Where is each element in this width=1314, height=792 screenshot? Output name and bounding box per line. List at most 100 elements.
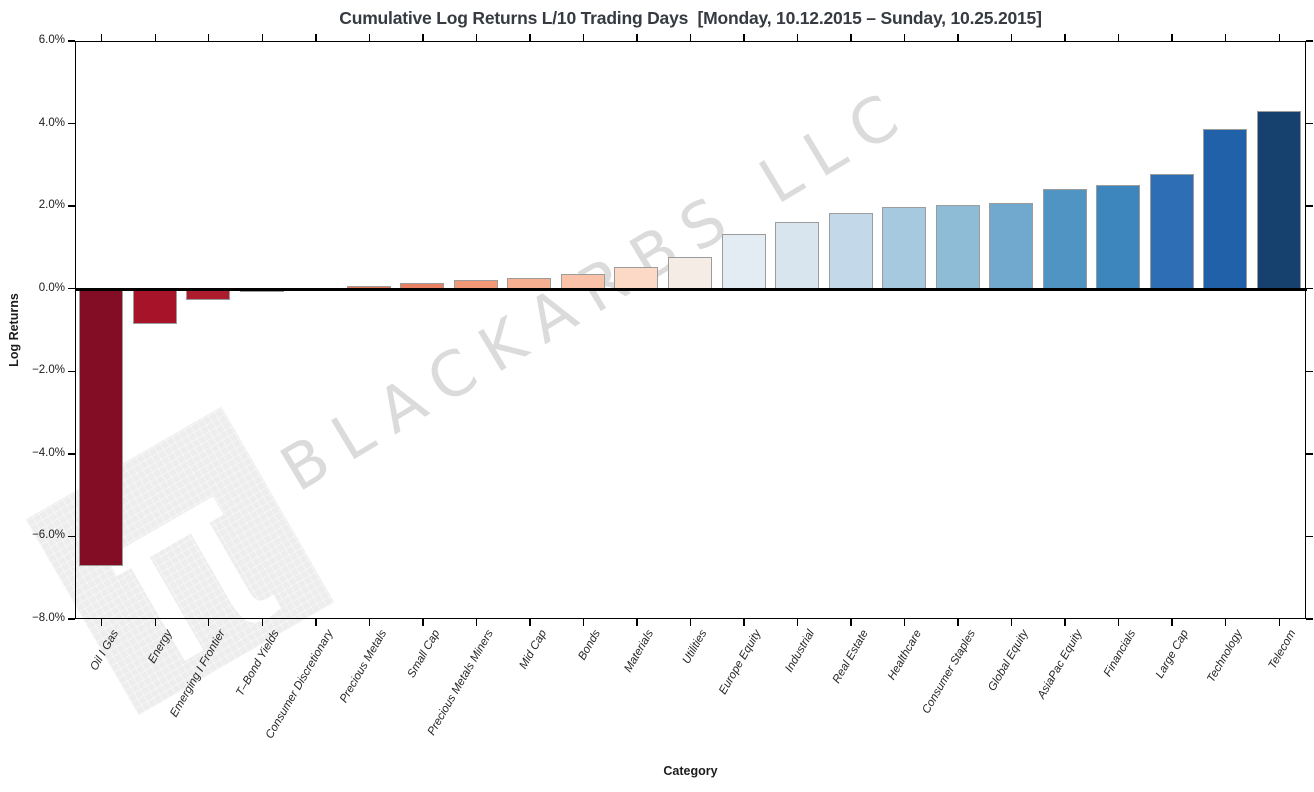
x-tick-mark-top <box>957 34 959 41</box>
y-tick-mark-right <box>1306 122 1313 125</box>
y-tick-mark-left <box>68 453 75 455</box>
y-tick-mark-left <box>68 370 75 372</box>
bar-europe-equity <box>721 233 766 290</box>
x-tick-label: Telecom <box>1266 628 1299 672</box>
x-tick-label: Utilities <box>680 628 710 667</box>
bar-healthcare <box>882 207 927 290</box>
x-tick-label: Materials <box>622 628 657 675</box>
x-tick-mark-bottom <box>101 619 103 626</box>
bar-oil-i-gas <box>79 289 124 567</box>
x-axis-label: Category <box>663 764 718 778</box>
zero-line <box>76 288 1307 291</box>
y-tick-mark-right <box>1306 288 1313 290</box>
y-tick-mark-left <box>68 40 75 42</box>
x-tick-mark-top <box>315 34 317 41</box>
y-tick-mark-left <box>68 205 75 207</box>
x-tick-mark-bottom <box>368 619 371 626</box>
y-tick-mark-right <box>1306 370 1313 372</box>
x-tick-mark-bottom <box>636 619 638 626</box>
x-tick-mark-bottom <box>1171 619 1173 626</box>
x-tick-mark-bottom <box>582 619 585 626</box>
x-tick-label: Consumer Staples <box>919 628 978 716</box>
x-tick-mark-bottom <box>1225 619 1227 626</box>
x-tick-mark-top <box>743 34 745 41</box>
x-tick-mark-bottom <box>903 619 906 626</box>
y-tick-mark-right <box>1306 40 1313 42</box>
x-tick-label: Financials <box>1101 628 1139 679</box>
y-axis-label: Log Returns <box>7 293 21 367</box>
x-tick-mark-bottom <box>529 619 531 626</box>
y-tick-label: −8.0% <box>32 612 65 624</box>
x-tick-label: Industrial <box>783 628 817 675</box>
y-tick-mark-left <box>68 535 75 538</box>
x-tick-label: AsiaPac Equity <box>1035 628 1085 701</box>
y-tick-label: 4.0% <box>38 116 65 129</box>
bar-global-equity <box>989 202 1034 290</box>
y-tick-label: 0.0% <box>38 281 65 294</box>
x-tick-mark-bottom <box>1117 619 1120 626</box>
x-tick-mark-top <box>1171 34 1173 41</box>
x-tick-mark-top <box>529 34 531 41</box>
bar-real-estate <box>828 212 873 290</box>
y-tick-mark-right <box>1306 618 1313 620</box>
x-tick-mark-bottom <box>1010 619 1013 626</box>
bar-financials <box>1096 184 1141 290</box>
x-tick-mark-bottom <box>475 619 478 626</box>
x-tick-label: Mid Cap <box>517 628 550 672</box>
chart-title: Cumulative Log Returns L/10 Trading Days… <box>339 8 1042 28</box>
x-tick-mark-bottom <box>208 619 210 626</box>
x-tick-label: Small Cap <box>405 628 443 680</box>
x-tick-mark-top <box>475 34 478 41</box>
x-tick-mark-top <box>903 34 906 41</box>
x-tick-mark-bottom <box>850 619 852 626</box>
y-tick-label: −4.0% <box>32 446 65 459</box>
y-tick-mark-right <box>1306 205 1313 207</box>
x-tick-label: Technology <box>1205 628 1246 685</box>
x-tick-label: Healthcare <box>885 628 924 683</box>
plot-area <box>75 41 1307 619</box>
x-tick-label: Global Equity <box>986 628 1032 694</box>
y-tick-label: −6.0% <box>32 529 65 542</box>
y-tick-label: 6.0% <box>38 34 65 46</box>
y-tick-mark-right <box>1306 453 1313 455</box>
x-tick-mark-bottom <box>154 619 156 626</box>
bar-energy <box>132 289 177 324</box>
bar-technology <box>1203 129 1248 290</box>
x-tick-mark-top <box>422 34 424 41</box>
x-tick-mark-top <box>1064 34 1066 41</box>
x-tick-mark-bottom <box>957 619 959 626</box>
x-tick-mark-top <box>1010 34 1013 41</box>
x-tick-mark-top <box>1225 34 1227 41</box>
bar-materials <box>614 266 659 290</box>
x-tick-mark-top <box>850 34 852 41</box>
bar-large-cap <box>1149 173 1194 290</box>
bar-emerging-i-frontier <box>186 289 231 300</box>
x-tick-mark-top <box>1278 34 1280 41</box>
y-tick-mark-right <box>1306 535 1313 538</box>
x-tick-mark-top <box>796 34 799 41</box>
x-tick-mark-bottom <box>689 619 692 626</box>
x-tick-mark-top <box>208 34 210 41</box>
x-tick-mark-bottom <box>315 619 317 626</box>
y-tick-mark-left <box>68 288 75 290</box>
x-tick-mark-top <box>261 34 264 41</box>
bar-industrial <box>775 222 820 290</box>
x-tick-label: Real Estate <box>830 628 871 686</box>
y-tick-mark-left <box>68 618 75 620</box>
bar-asiapac-equity <box>1042 188 1087 290</box>
x-tick-mark-bottom <box>743 619 745 626</box>
x-tick-mark-top <box>689 34 692 41</box>
bar-telecom <box>1256 110 1301 290</box>
y-tick-label: 2.0% <box>38 199 65 212</box>
x-tick-mark-bottom <box>422 619 424 626</box>
x-tick-mark-bottom <box>796 619 799 626</box>
x-tick-mark-bottom <box>261 619 264 626</box>
x-tick-mark-top <box>368 34 371 41</box>
x-tick-mark-top <box>636 34 638 41</box>
x-tick-mark-top <box>582 34 585 41</box>
x-tick-label: Europe Equity <box>716 628 764 697</box>
x-tick-mark-top <box>154 34 156 41</box>
y-tick-mark-left <box>68 122 75 125</box>
bar-utilities <box>668 257 712 290</box>
